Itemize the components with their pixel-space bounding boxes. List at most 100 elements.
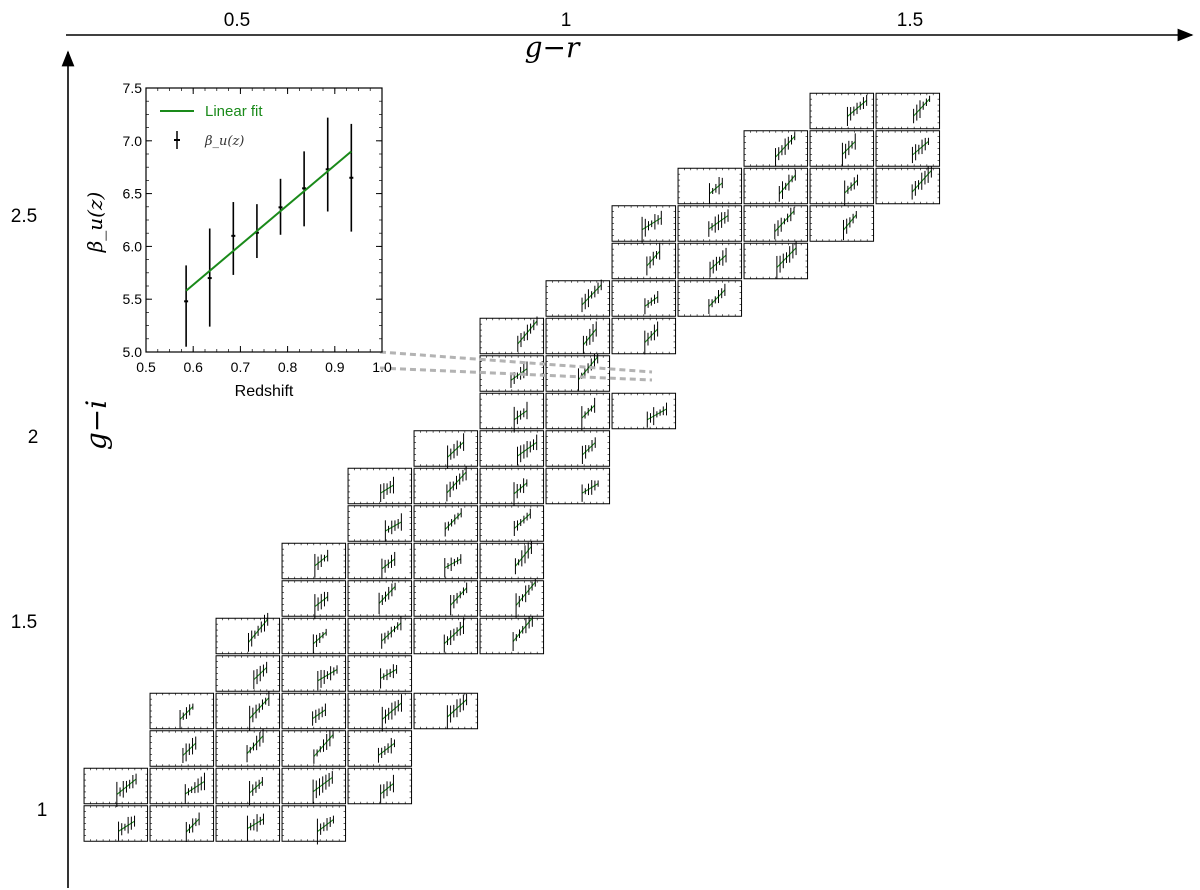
small-panel [677,205,743,242]
small-panel [413,542,479,580]
inset-y-tick-label: 5.0 [123,344,143,360]
small-panel [611,205,677,243]
small-panel [479,505,545,542]
small-panel [215,612,281,655]
inset-ticks: 0.5 0.6 0.7 0.8 0.9 1.0 5.0 5.5 6.0 6.5 7.0 7.5 [123,80,392,375]
small-panel [611,392,677,430]
panel-grid [83,92,941,845]
small-panel [611,242,677,280]
x-tick-label: 1 [561,10,572,31]
legend-beta-label: β_u(z) [204,134,244,149]
inset-background [146,88,382,352]
small-panel [479,467,545,506]
small-panel [479,577,545,618]
small-panel [875,130,941,167]
inset-frame [145,87,383,353]
small-panel [149,767,215,805]
small-panel [743,240,809,280]
inset-x-tick-label: 0.9 [325,359,345,375]
inset-x-tick-label: 0.6 [183,359,203,375]
small-panel [347,505,413,542]
small-panel [875,163,941,205]
x-tick-label: 0.5 [224,10,250,31]
inset-y-label: β_u(z) [83,192,107,254]
small-panel [479,392,545,433]
y-tick-label: 1.5 [11,612,37,633]
small-panel [149,692,215,730]
small-panel [347,615,413,655]
small-panel [149,805,215,842]
callout-line [379,366,653,382]
small-panel [743,205,809,242]
linear-fit-line [185,150,352,292]
small-panel [281,767,347,805]
small-panel [545,317,611,355]
small-panel [809,130,875,167]
small-panel [347,692,413,732]
small-panel [545,279,611,317]
inset-errorbar-point [184,265,189,347]
inset-y-tick-label: 6.0 [123,238,143,254]
y-tick-label: 2 [28,427,39,448]
inset-y-tick-label: 6.5 [123,186,143,202]
small-panel [281,617,347,655]
small-panel [413,617,479,655]
small-panel [347,467,413,505]
inset-x-label: Redshift [235,383,294,400]
small-panel [347,580,413,617]
small-panel [545,467,611,505]
small-panel [149,730,215,767]
inset-errorbar-point [278,178,283,235]
y-tick-label: 1 [37,800,48,821]
small-panel [281,655,347,692]
inset-errorbars [184,117,354,347]
small-panel [545,392,611,431]
inset-errorbar-point [349,123,354,232]
small-panel [347,542,413,580]
small-panel [83,805,149,842]
small-panel [677,242,743,280]
x-tick-label: 1.5 [897,10,923,31]
inset-x-tick-label: 0.5 [136,359,156,375]
small-panel [809,167,875,206]
small-panel [215,728,281,767]
small-panel [215,767,281,806]
y-tick-label: 2.5 [11,206,37,227]
small-panel [347,767,413,805]
small-panel [281,542,347,580]
small-panel [347,730,413,767]
small-panel [611,280,677,317]
small-panel [215,689,281,731]
legend-fit-label: Linear fit [205,103,263,120]
small-panel [479,430,545,467]
small-panel [743,130,809,167]
small-panel [677,280,743,317]
inset-y-tick-label: 7.0 [123,133,143,149]
small-panel [347,655,413,692]
small-panel [743,167,809,205]
inset-errorbar-point [207,228,212,327]
small-panel [545,430,611,467]
inset-errorbar-point [231,202,236,275]
inset-plot: 0.5 0.6 0.7 0.8 0.9 1.0 5.0 5.5 6.0 6.5 7.0 7.5 Lin… [83,80,392,400]
small-panel [281,805,347,845]
small-panel [809,205,875,242]
inset-x-tick-label: 0.8 [278,359,298,375]
y-axis-title: g−i [80,400,113,450]
inset-y-tick-label: 7.5 [123,80,143,96]
small-panel [479,609,545,655]
small-panel [281,730,347,767]
small-panel [413,463,479,505]
inset-x-tick-label: 1.0 [372,359,392,375]
small-panel [215,655,281,692]
callout-line [379,350,653,374]
small-panel [545,350,611,392]
inset-errorbar-point [302,151,307,227]
small-panel [413,692,479,730]
inset-y-tick-label: 5.5 [123,291,143,307]
small-panel [611,317,677,355]
small-panel [809,92,875,130]
small-panel [413,505,479,542]
small-panel [83,767,149,807]
small-panel [281,580,347,620]
